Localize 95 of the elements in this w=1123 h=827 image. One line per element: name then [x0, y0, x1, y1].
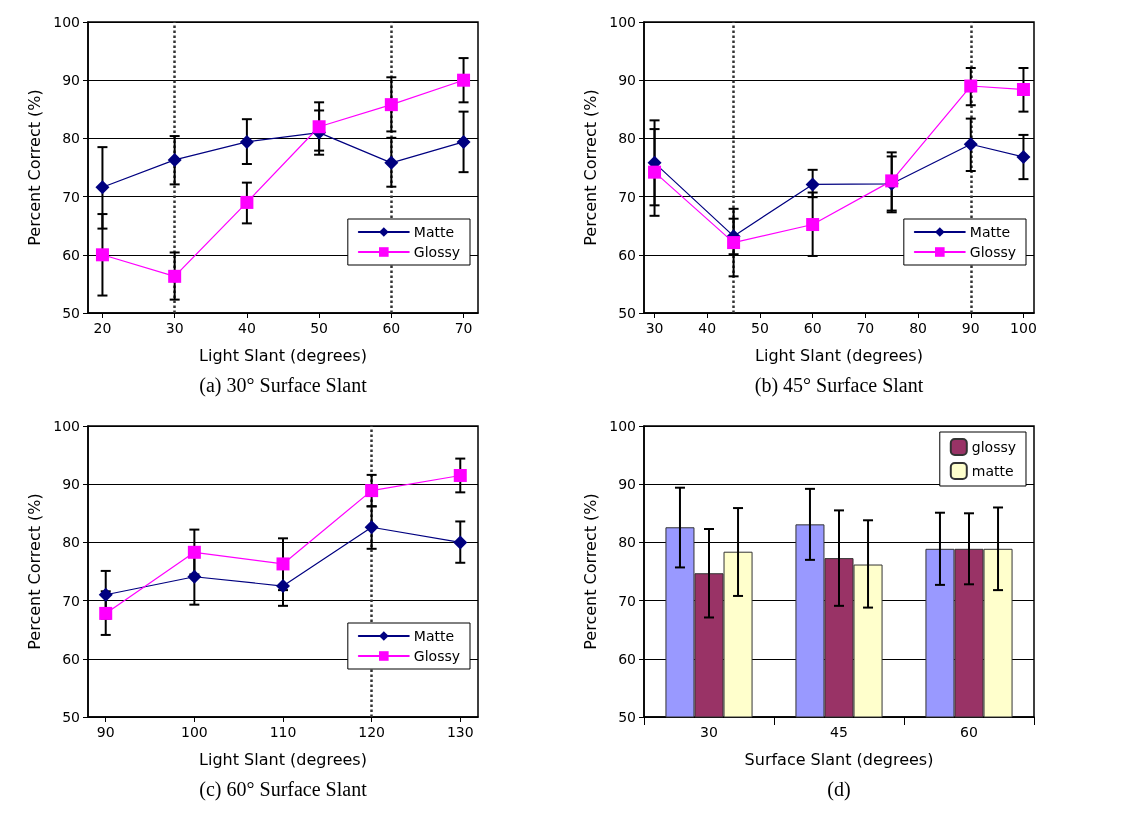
x-tick-label: 50	[751, 320, 769, 336]
x-tick-label: 70	[856, 320, 875, 336]
x-tick-label: 40	[698, 320, 717, 336]
point	[964, 79, 978, 93]
y-tick-label: 50	[62, 305, 80, 321]
y-tick-label: 100	[609, 418, 636, 434]
y-axis-title: Percent Correct (%)	[580, 493, 600, 650]
x-axis-title: Light Slant (degrees)	[199, 345, 367, 365]
point	[805, 177, 820, 192]
x-axis-title: Surface Slant (degrees)	[744, 749, 934, 769]
y-tick-label: 80	[62, 130, 80, 147]
point	[384, 98, 398, 112]
y-tick-label: 90	[618, 72, 636, 89]
y-tick-label: 60	[618, 650, 636, 667]
y-tick-label: 80	[618, 130, 636, 147]
legend-label: Matte	[969, 224, 1011, 240]
legend-label: Glossy	[413, 244, 461, 260]
x-tick-label: 30	[645, 320, 664, 336]
point	[727, 236, 741, 250]
x-tick-label: 60	[382, 320, 401, 336]
point	[1016, 83, 1030, 97]
y-axis-title: Percent Correct (%)	[580, 89, 600, 246]
x-tick-label: 45	[830, 724, 848, 740]
point	[384, 155, 399, 170]
point	[806, 218, 820, 232]
y-tick-label: 50	[618, 709, 636, 725]
legend-label: glossy	[971, 439, 1016, 455]
legend-label: matte	[971, 463, 1014, 479]
text: (b) 45° Surface Slant	[754, 374, 924, 397]
point	[365, 484, 379, 498]
y-tick-label: 90	[618, 476, 636, 493]
x-tick-label: 90	[961, 320, 980, 336]
point	[453, 535, 468, 550]
y-tick-label: 70	[618, 188, 636, 205]
point	[453, 468, 467, 482]
x-tick-label: 80	[909, 320, 927, 336]
point	[364, 520, 379, 535]
point	[187, 569, 202, 584]
point	[1016, 150, 1031, 165]
x-axis-title: Light Slant (degrees)	[199, 749, 367, 769]
y-tick-label: 60	[618, 246, 636, 263]
x-tick-label: 30	[700, 724, 718, 740]
y-tick-label: 70	[62, 188, 80, 205]
y-tick-label: 60	[62, 650, 80, 667]
x-tick-label: 60	[803, 320, 822, 336]
y-axis-title: Percent Correct (%)	[24, 493, 44, 650]
x-tick-label: 20	[93, 320, 112, 336]
y-tick-label: 100	[53, 14, 80, 30]
point	[168, 269, 182, 283]
point	[167, 152, 182, 167]
x-tick-label: 100	[181, 724, 208, 740]
legend-label: Matte	[413, 224, 455, 240]
x-tick-label: 120	[358, 724, 385, 740]
legend-label: Glossy	[969, 244, 1017, 260]
text: (c) 60° Surface Slant	[199, 778, 368, 801]
y-tick-label: 60	[62, 246, 80, 263]
point	[98, 587, 113, 602]
legend-label: Matte	[413, 628, 455, 644]
point	[457, 73, 471, 87]
text: (a) 30° Surface Slant	[199, 374, 368, 397]
x-tick-label: 30	[165, 320, 184, 336]
y-tick-label: 70	[62, 592, 80, 609]
y-tick-label: 70	[618, 592, 636, 609]
x-tick-label: 60	[960, 724, 978, 740]
point	[456, 134, 471, 149]
point	[648, 165, 662, 179]
point	[312, 120, 326, 134]
point	[276, 579, 290, 594]
point	[963, 137, 978, 152]
y-tick-label: 80	[62, 534, 80, 551]
y-tick-label: 100	[609, 14, 636, 30]
x-axis-title: Light Slant (degrees)	[755, 345, 923, 365]
y-tick-label: 80	[618, 534, 636, 551]
x-tick-label: 130	[446, 724, 474, 740]
x-tick-label: 90	[96, 724, 115, 740]
x-tick-label: 40	[237, 320, 256, 336]
point	[95, 180, 110, 195]
y-tick-label: 50	[618, 305, 636, 321]
legend-label: Glossy	[413, 648, 461, 664]
y-tick-label: 50	[62, 709, 80, 725]
y-tick-label: 90	[62, 476, 80, 493]
x-tick-label: 100	[1010, 320, 1037, 336]
x-tick-label: 70	[454, 320, 473, 336]
point	[240, 195, 254, 209]
x-tick-label: 50	[310, 320, 329, 336]
y-tick-label: 100	[53, 418, 80, 434]
point	[239, 134, 254, 149]
y-tick-label: 90	[62, 72, 80, 89]
point	[95, 248, 109, 262]
x-tick-label: 110	[269, 724, 297, 740]
point	[99, 606, 113, 620]
y-axis-title: Percent Correct (%)	[24, 89, 44, 246]
text: (d)	[827, 778, 851, 801]
point	[187, 545, 201, 559]
point	[276, 557, 290, 571]
